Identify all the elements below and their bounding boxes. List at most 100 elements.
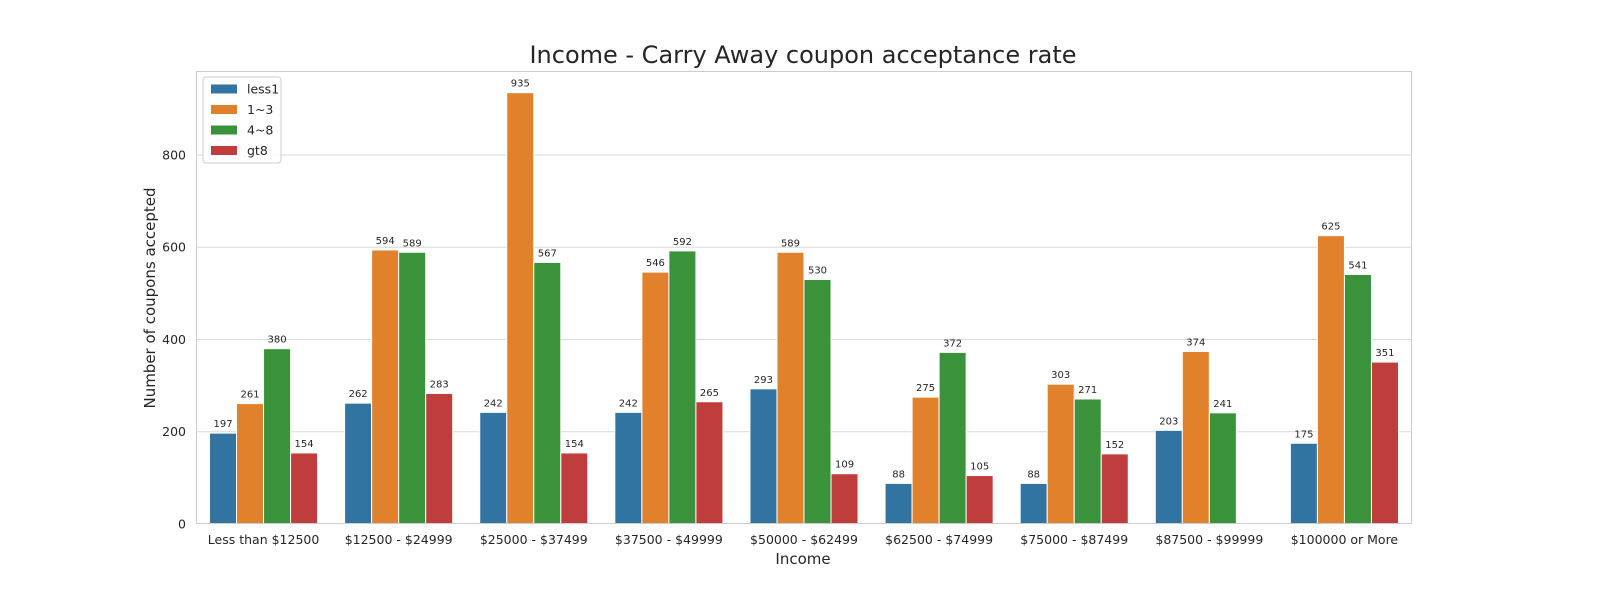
bar: [1073, 398, 1102, 525]
bar-value-label: 109: [835, 460, 854, 471]
bar-value-label: 275: [916, 383, 935, 394]
bar-value-label: 283: [430, 379, 449, 390]
bar: [884, 482, 913, 525]
x-tick-label: $62500 - $74999: [885, 532, 993, 547]
bar-value-label: 261: [240, 390, 259, 401]
x-tick-label: $75000 - $87499: [1020, 532, 1128, 547]
bar-value-label: 293: [754, 375, 773, 386]
legend-label: 1~3: [247, 102, 273, 117]
bar-value-label: 88: [1027, 469, 1040, 480]
bar: [1019, 482, 1048, 525]
bar: [911, 396, 940, 525]
bar: [1316, 235, 1345, 525]
legend-swatch: [211, 105, 237, 114]
bar: [479, 411, 508, 525]
bar: [560, 452, 589, 525]
legend-label: 4~8: [247, 123, 273, 138]
bar-value-label: 589: [403, 238, 422, 249]
bar: [425, 392, 454, 525]
bar-value-label: 589: [781, 238, 800, 249]
bar-value-label: 241: [1213, 399, 1232, 410]
bar: [938, 351, 967, 525]
bar: [1100, 453, 1129, 525]
bar: [830, 473, 859, 525]
bar: [398, 251, 427, 525]
bar-value-label: 625: [1321, 222, 1340, 233]
x-tick-label: $12500 - $24999: [345, 532, 453, 547]
bar: [1208, 412, 1237, 525]
bar-value-label: 203: [1159, 416, 1178, 427]
bar: [533, 261, 562, 525]
bar-value-label: 271: [1078, 385, 1097, 396]
y-tick-label: 200: [162, 424, 186, 439]
bar: [209, 432, 238, 525]
x-tick-label: $50000 - $62499: [750, 532, 858, 547]
bar: [1343, 273, 1372, 525]
bar-value-label: 262: [349, 389, 368, 400]
bar-value-label: 351: [1375, 348, 1394, 359]
legend-box: [202, 76, 282, 164]
bar: [803, 279, 832, 525]
legend-swatch: [211, 84, 237, 94]
bar: [1181, 350, 1210, 525]
bar-value-label: 197: [213, 419, 232, 430]
bar: [236, 403, 265, 525]
y-tick-label: 400: [162, 332, 186, 347]
bar: [749, 388, 778, 525]
bars: [209, 92, 1399, 525]
bar-value-label: 242: [484, 398, 503, 409]
bar-value-label: 592: [673, 237, 692, 248]
bar: [344, 402, 373, 525]
bar-value-label: 380: [268, 335, 287, 346]
bar-value-label: 594: [376, 236, 395, 247]
y-tick-label: 600: [162, 240, 186, 255]
bar: [506, 92, 535, 525]
y-axis: 0 200 400 600 800: [162, 147, 186, 531]
y-tick-label: 0: [178, 517, 186, 532]
bar: [1370, 361, 1399, 525]
plot-frame: [196, 71, 1412, 524]
bar-value-label: 567: [538, 248, 557, 259]
bar-value-label: 242: [619, 398, 638, 409]
chart-title: Income - Carry Away coupon acceptance ra…: [529, 41, 1076, 69]
x-tick-label: $25000 - $37499: [480, 532, 588, 547]
legend-label: less1: [247, 82, 279, 97]
bar: [965, 475, 994, 525]
bar: [668, 250, 697, 525]
legend-swatch: [211, 125, 237, 135]
bar: [290, 452, 319, 525]
bar-value-label: 154: [565, 439, 584, 450]
bar-value-label: 372: [943, 338, 962, 349]
bar-value-label: 265: [700, 388, 719, 399]
bar: [1154, 429, 1183, 525]
x-tick-label: $100000 or More: [1291, 532, 1399, 547]
bar: [371, 249, 400, 525]
bar-value-label: 530: [808, 266, 827, 277]
bar: [641, 271, 670, 525]
x-tick-label: Less than $12500: [208, 532, 320, 547]
bar-value-label: 152: [1105, 440, 1124, 451]
legend-swatch: [211, 146, 237, 155]
legend: less1 1~3 4~8 gt8: [202, 76, 282, 164]
bar-value-label: 935: [511, 79, 530, 90]
x-tick-label: $87500 - $99999: [1155, 532, 1263, 547]
bar-value-label: 105: [970, 462, 989, 473]
legend-label: gt8: [247, 143, 268, 158]
bar-labels: 197 261 380 154 262 594 589 283 242 935 567 154 242 5…: [213, 79, 1394, 481]
x-axis-label: Income: [775, 550, 830, 568]
bar-value-label: 303: [1051, 370, 1070, 381]
y-tick-label: 800: [162, 147, 186, 162]
bar: [614, 411, 643, 525]
bar-value-label: 175: [1294, 429, 1313, 440]
bar-value-label: 374: [1186, 337, 1205, 348]
x-axis: Less than $12500 $12500 - $24999 $25000 - …: [208, 532, 1399, 547]
bar: [695, 401, 724, 525]
bar: [1289, 442, 1318, 525]
bar-value-label: 88: [892, 469, 905, 480]
bar: [776, 251, 805, 525]
bar-value-label: 546: [646, 258, 665, 269]
x-tick-label: $37500 - $49999: [615, 532, 723, 547]
bar-value-label: 154: [295, 439, 314, 450]
